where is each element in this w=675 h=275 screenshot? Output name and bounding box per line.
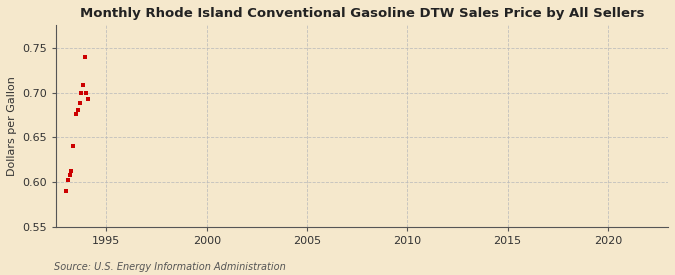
Text: Source: U.S. Energy Information Administration: Source: U.S. Energy Information Administ… xyxy=(54,262,286,272)
Y-axis label: Dollars per Gallon: Dollars per Gallon xyxy=(7,76,17,176)
Title: Monthly Rhode Island Conventional Gasoline DTW Sales Price by All Sellers: Monthly Rhode Island Conventional Gasoli… xyxy=(80,7,645,20)
